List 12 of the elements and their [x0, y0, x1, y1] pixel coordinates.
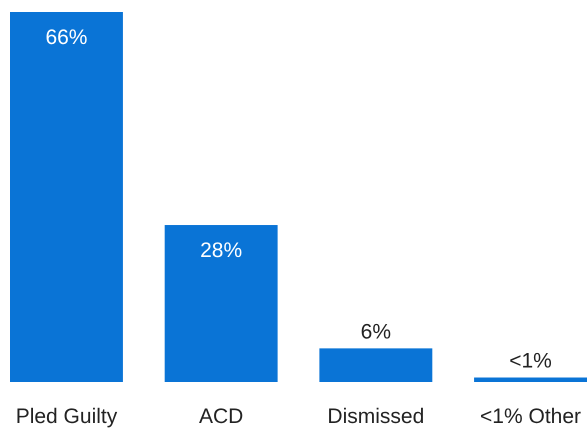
x-tick-label: ACD: [198, 405, 244, 428]
data-label: 66%: [45, 26, 88, 49]
data-label: 6%: [360, 320, 392, 344]
bar: [319, 348, 432, 382]
bar: [474, 378, 587, 382]
x-tick-label: Dismissed: [327, 405, 424, 428]
bar: [164, 225, 278, 382]
data-label: 28%: [200, 239, 242, 262]
data-label: <1%: [509, 350, 552, 373]
x-tick-label: Pled Guilty: [16, 405, 118, 428]
x-tick-label: <1% Other: [480, 405, 582, 428]
bar: [10, 12, 123, 382]
